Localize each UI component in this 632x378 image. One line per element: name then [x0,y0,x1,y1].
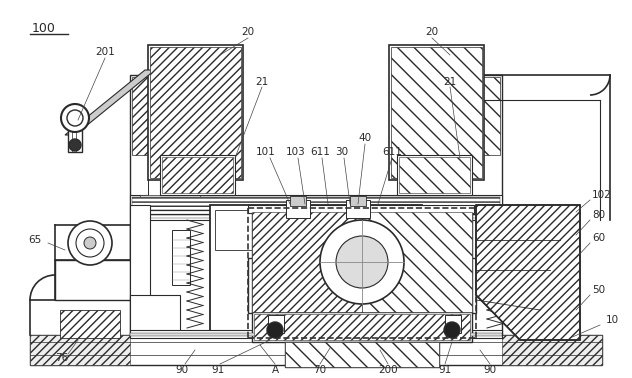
Circle shape [336,236,388,288]
Text: 91: 91 [439,365,452,375]
Polygon shape [476,205,580,340]
Bar [389,45,484,180]
Text: 70: 70 [313,365,327,375]
Bar [130,295,180,335]
Text: 60: 60 [592,233,605,243]
Bar [399,157,470,193]
Text: 40: 40 [358,133,372,143]
Circle shape [76,229,104,257]
Bar [252,312,472,342]
Bar [424,77,500,155]
Bar [285,342,439,367]
Bar [210,205,422,335]
Bar [130,195,502,220]
Text: 201: 201 [95,47,115,57]
Text: 20: 20 [241,27,255,37]
Bar [140,195,200,205]
Circle shape [61,104,89,132]
Bar [502,335,602,365]
Text: 21: 21 [255,77,269,87]
Bar [148,45,243,180]
Text: 103: 103 [286,147,306,157]
Bar [422,75,502,335]
Bar [150,47,241,178]
Bar [130,330,190,338]
Bar [68,130,82,152]
Bar [286,200,310,218]
Bar [60,310,120,338]
Text: 21: 21 [444,77,457,87]
Polygon shape [65,70,155,135]
Bar [254,314,470,340]
Bar [148,155,192,200]
Bar [130,330,502,338]
Bar [268,315,284,333]
Text: 80: 80 [592,210,605,220]
Circle shape [69,139,81,151]
Bar [160,155,235,195]
Polygon shape [285,342,439,367]
Bar [391,47,482,178]
Bar [248,258,476,313]
Bar [290,196,306,206]
Text: 30: 30 [336,147,349,157]
Bar [132,197,500,218]
Text: A: A [271,365,279,375]
Circle shape [68,221,112,265]
Bar [252,212,472,312]
Circle shape [444,322,460,338]
Bar [215,210,417,250]
Circle shape [320,220,404,304]
Text: 102: 102 [592,190,612,200]
Bar [55,260,130,300]
Polygon shape [362,212,472,312]
Bar [445,315,461,333]
Bar [350,196,366,206]
Text: 76: 76 [56,353,69,363]
Text: 50: 50 [592,285,605,295]
Bar [162,157,233,193]
Text: 611: 611 [310,147,330,157]
Bar [130,205,150,335]
Bar [172,230,190,285]
Circle shape [67,110,83,126]
Text: 101: 101 [256,147,276,157]
Bar [130,333,502,336]
Circle shape [84,237,96,249]
Text: 65: 65 [28,235,42,245]
Text: 20: 20 [425,27,439,37]
Bar [30,335,602,365]
Bar [248,205,474,213]
Text: 10: 10 [606,315,619,325]
Text: 90: 90 [483,365,497,375]
Text: 611: 611 [382,147,402,157]
Polygon shape [252,212,362,312]
Text: 90: 90 [176,365,188,375]
Circle shape [267,322,283,338]
Bar [132,77,208,155]
Text: 200: 200 [378,365,398,375]
Text: 100: 100 [32,22,56,34]
Bar [397,155,472,195]
Text: 91: 91 [211,365,224,375]
Bar [346,200,370,218]
Bar [30,335,130,365]
Bar [130,75,210,335]
